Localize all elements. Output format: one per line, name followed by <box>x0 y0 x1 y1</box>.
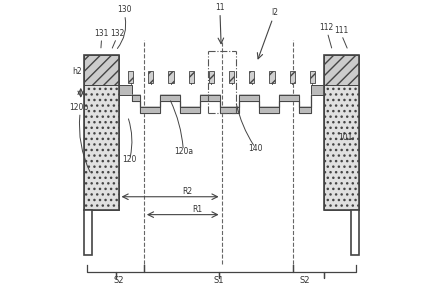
Bar <box>324 85 359 210</box>
Bar <box>229 71 234 83</box>
Text: 140: 140 <box>249 144 263 153</box>
Text: I2: I2 <box>271 8 278 17</box>
Text: 111: 111 <box>334 26 349 35</box>
Text: 132: 132 <box>111 29 125 38</box>
Bar <box>189 71 194 83</box>
Bar <box>324 55 359 210</box>
Bar <box>148 71 153 83</box>
Text: h2: h2 <box>72 67 82 76</box>
Text: R2: R2 <box>182 187 192 196</box>
Bar <box>310 71 315 83</box>
Text: 131: 131 <box>94 29 109 38</box>
Text: 130: 130 <box>117 5 132 14</box>
Bar <box>324 55 359 85</box>
Text: 101: 101 <box>338 133 353 142</box>
Text: 120a: 120a <box>175 147 194 156</box>
Text: 120b: 120b <box>70 103 89 112</box>
Text: R1: R1 <box>193 205 203 214</box>
Bar <box>249 71 254 83</box>
Bar <box>128 71 133 83</box>
Polygon shape <box>132 95 311 113</box>
Bar <box>84 55 119 210</box>
Text: S2: S2 <box>300 276 310 285</box>
Bar <box>209 71 214 83</box>
Bar <box>168 71 174 83</box>
Bar <box>84 85 119 210</box>
Bar <box>311 85 324 95</box>
Text: S1: S1 <box>213 276 224 285</box>
Text: 120: 120 <box>122 155 137 164</box>
Text: 112: 112 <box>320 23 334 32</box>
Bar <box>351 210 359 255</box>
Bar <box>84 210 92 255</box>
Bar <box>290 71 295 83</box>
Bar <box>84 55 119 85</box>
Text: 11: 11 <box>215 3 225 12</box>
Text: S2: S2 <box>113 276 124 285</box>
Bar <box>269 71 275 83</box>
Bar <box>119 85 132 95</box>
